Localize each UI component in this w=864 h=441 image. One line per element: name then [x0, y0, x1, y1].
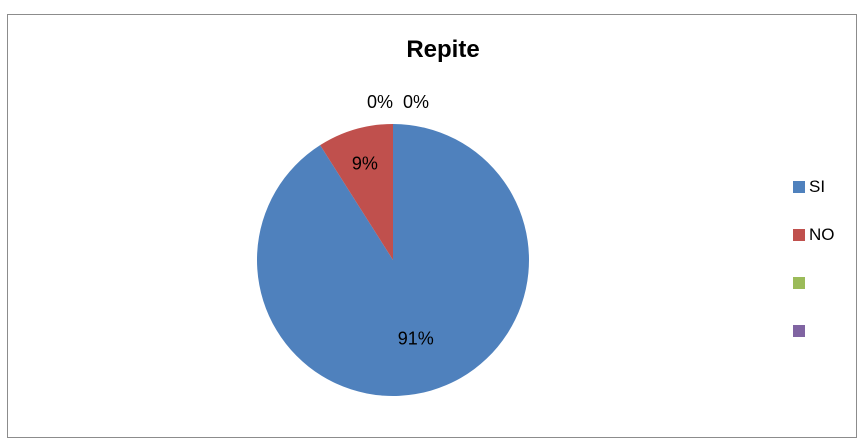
legend-swatch-no [793, 229, 805, 241]
data-label-0: 91% [398, 328, 434, 348]
data-label-2: 0% [367, 92, 393, 112]
legend-swatch-4 [793, 325, 805, 337]
data-label-1: 9% [352, 153, 378, 173]
pie-slice-0 [257, 124, 530, 396]
chart-title: Repite [406, 36, 480, 63]
pie-slice-1 [320, 124, 393, 260]
legend-label-si: SI [809, 177, 826, 196]
legend-swatch-si [793, 181, 805, 193]
legend-label-no: NO [809, 225, 835, 244]
legend-swatch-3 [793, 277, 805, 289]
data-label-3: 0% [403, 92, 429, 112]
